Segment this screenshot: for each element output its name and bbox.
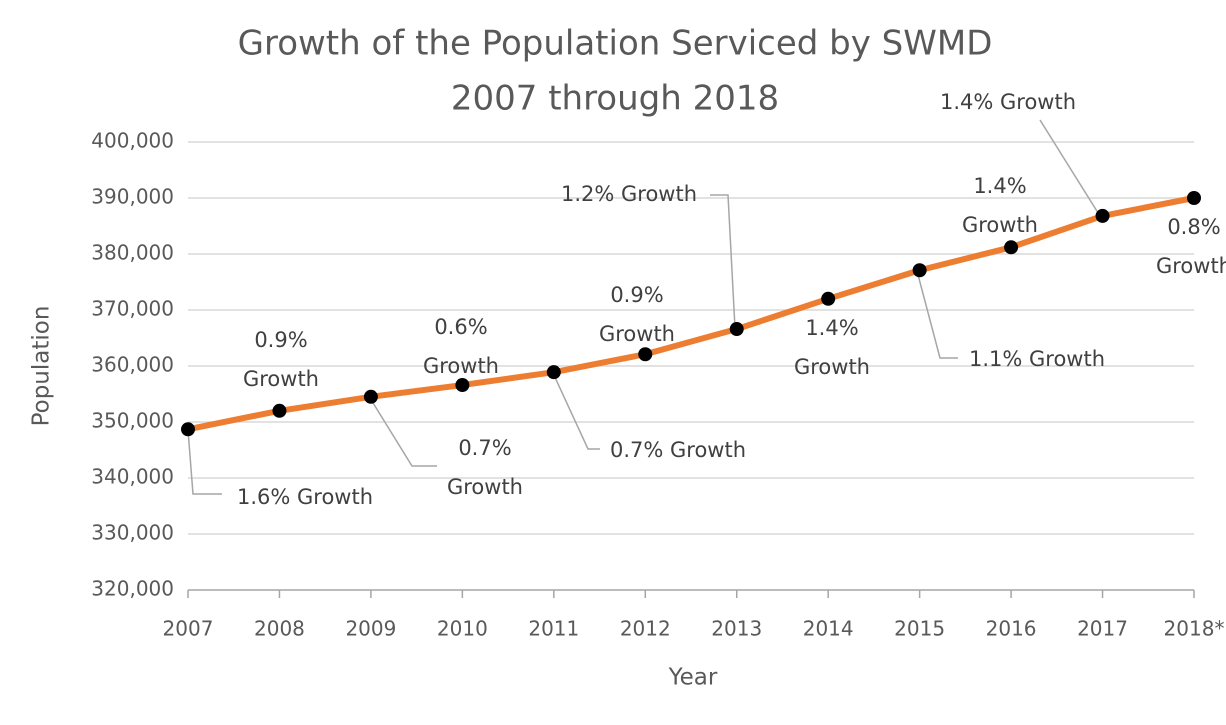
y-axis-label: Population bbox=[29, 306, 55, 427]
annotation: 1.2% Growth bbox=[561, 182, 697, 206]
annotation: Growth bbox=[599, 322, 675, 346]
x-tick-label: 2016 bbox=[986, 617, 1037, 641]
annotation: 1.6% Growth bbox=[237, 485, 373, 509]
data-line bbox=[187, 195, 1195, 433]
leader-line bbox=[710, 194, 736, 329]
y-tick-label: 350,000 bbox=[91, 409, 174, 433]
leader-line bbox=[187, 429, 222, 495]
data-point bbox=[455, 378, 470, 393]
annotation: 0.8% bbox=[1167, 215, 1220, 239]
annotation: Growth bbox=[1156, 254, 1226, 278]
annotation: 1.4% Growth bbox=[940, 90, 1076, 114]
chart-subtitle: 2007 through 2018 bbox=[451, 79, 779, 119]
data-point bbox=[729, 322, 744, 337]
annotation: 0.9% bbox=[254, 328, 307, 352]
y-tick-label: 330,000 bbox=[91, 521, 174, 545]
annotation: 1.4% bbox=[973, 174, 1026, 198]
annotation: 0.9% bbox=[610, 283, 663, 307]
annotation: Growth bbox=[243, 367, 319, 391]
annotation: 0.6% bbox=[434, 315, 487, 339]
annotation: Growth bbox=[794, 355, 870, 379]
x-axis-label: Year bbox=[668, 665, 718, 691]
y-tick-label: 400,000 bbox=[91, 129, 174, 153]
y-tick-label: 320,000 bbox=[91, 577, 174, 601]
data-point bbox=[1095, 208, 1110, 223]
data-point bbox=[1187, 191, 1201, 205]
leader-line bbox=[1039, 119, 1101, 217]
data-point bbox=[181, 422, 195, 437]
annotation: 0.7% bbox=[458, 436, 511, 460]
x-tick-label: 2014 bbox=[803, 617, 854, 641]
annotation: 0.7% Growth bbox=[610, 438, 746, 462]
data-point bbox=[363, 389, 378, 404]
data-point bbox=[272, 403, 287, 418]
x-tick-label: 2017 bbox=[1077, 617, 1128, 641]
leader-line bbox=[552, 372, 600, 450]
x-tick-label: 2008 bbox=[254, 617, 305, 641]
data-point bbox=[638, 347, 653, 362]
data-point bbox=[546, 365, 561, 380]
chart-title: Growth of the Population Serviced by SWM… bbox=[238, 24, 993, 64]
annotation: Growth bbox=[423, 354, 499, 378]
x-tick-label: 2009 bbox=[345, 617, 396, 641]
y-tick-label: 380,000 bbox=[91, 241, 174, 265]
annotation: 1.1% Growth bbox=[969, 347, 1105, 371]
x-tick-label: 2015 bbox=[894, 617, 945, 641]
data-point bbox=[912, 263, 927, 278]
annotation: 1.4% bbox=[805, 316, 858, 340]
x-tick-label: 2018* bbox=[1164, 617, 1225, 641]
annotation: Growth bbox=[962, 213, 1038, 237]
y-tick-label: 390,000 bbox=[91, 185, 174, 209]
leader-line bbox=[916, 270, 958, 359]
y-tick-label: 370,000 bbox=[91, 297, 174, 321]
y-tick-label: 340,000 bbox=[91, 465, 174, 489]
y-tick-label: 360,000 bbox=[91, 353, 174, 377]
x-tick-label: 2007 bbox=[163, 617, 214, 641]
x-tick-label: 2011 bbox=[528, 617, 579, 641]
annotation: Growth bbox=[447, 475, 523, 499]
data-point bbox=[1004, 240, 1019, 255]
x-tick-label: 2013 bbox=[711, 617, 762, 641]
data-point bbox=[821, 291, 836, 306]
leader-line bbox=[369, 397, 437, 467]
x-tick-label: 2010 bbox=[437, 617, 488, 641]
x-tick-label: 2012 bbox=[620, 617, 671, 641]
